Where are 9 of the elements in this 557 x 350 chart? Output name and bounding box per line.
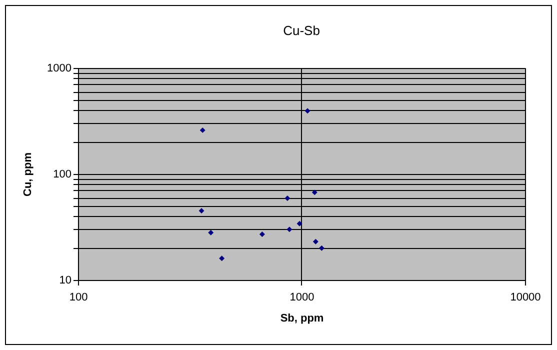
x-tick-label: 1000 [290, 292, 314, 304]
y-tick-label: 100 [53, 168, 72, 180]
x-tick-label: 10000 [510, 292, 541, 304]
y-tick-label: 1000 [47, 62, 72, 74]
y-tick-label: 10 [59, 274, 72, 286]
chart-title: Cu-Sb [283, 23, 320, 38]
x-axis-title: Sb, ppm [280, 312, 324, 324]
x-tick-label: 100 [69, 292, 88, 304]
y-axis-title: Cu, ppm [22, 152, 34, 196]
